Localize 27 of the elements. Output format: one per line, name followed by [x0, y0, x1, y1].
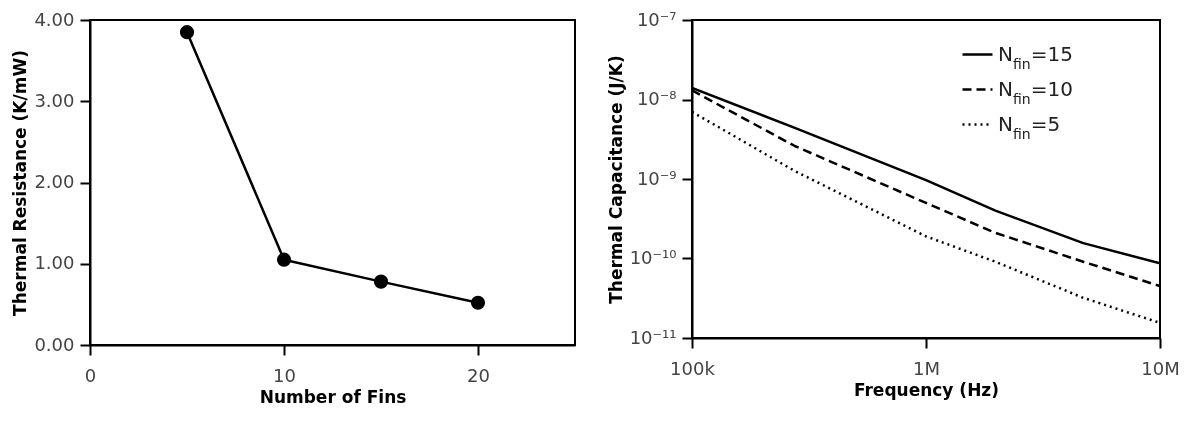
legend-label: N$_{fin}$=10 [998, 76, 1073, 107]
y-axis-title: Thermal Resistance (K/mW) [10, 50, 31, 316]
y-axis-title: Thermal Capacitance (J/K) [605, 55, 626, 304]
x-axis-title: Frequency (Hz) [853, 379, 1000, 400]
y-tick-label: 4.00 [34, 8, 75, 30]
y-tick-label: 2.00 [34, 171, 75, 192]
y-tick-label: 1.00 [34, 252, 75, 274]
y-tick-label: 3.00 [34, 89, 75, 111]
y-tick-label: 10⁻¹⁰ [629, 247, 677, 268]
x-tick-label: 10M [1141, 357, 1180, 379]
point [373, 274, 389, 289]
y-tick-label: 10⁻⁹ [636, 167, 677, 189]
legend-label: N$_{fin}$=5 [998, 111, 1061, 142]
point [276, 252, 292, 267]
y-tick-label: 10⁻⁷ [636, 8, 677, 30]
x-axis-title: Number of Fins [259, 386, 407, 407]
point [179, 25, 195, 40]
x-tick-label: 0 [84, 364, 97, 386]
legend-label: N$_{fin}$=15 [998, 41, 1073, 72]
y-tick-label: 0.00 [34, 333, 75, 355]
y-tick-label: 10⁻¹¹ [629, 326, 677, 348]
point [470, 295, 486, 310]
x-tick-label: 1M [913, 357, 940, 379]
x-tick-label: 20 [467, 364, 490, 386]
x-tick-label: 100k [670, 357, 716, 379]
x-tick-label: 10 [273, 364, 296, 386]
y-tick-label: 10⁻⁸ [636, 88, 677, 109]
